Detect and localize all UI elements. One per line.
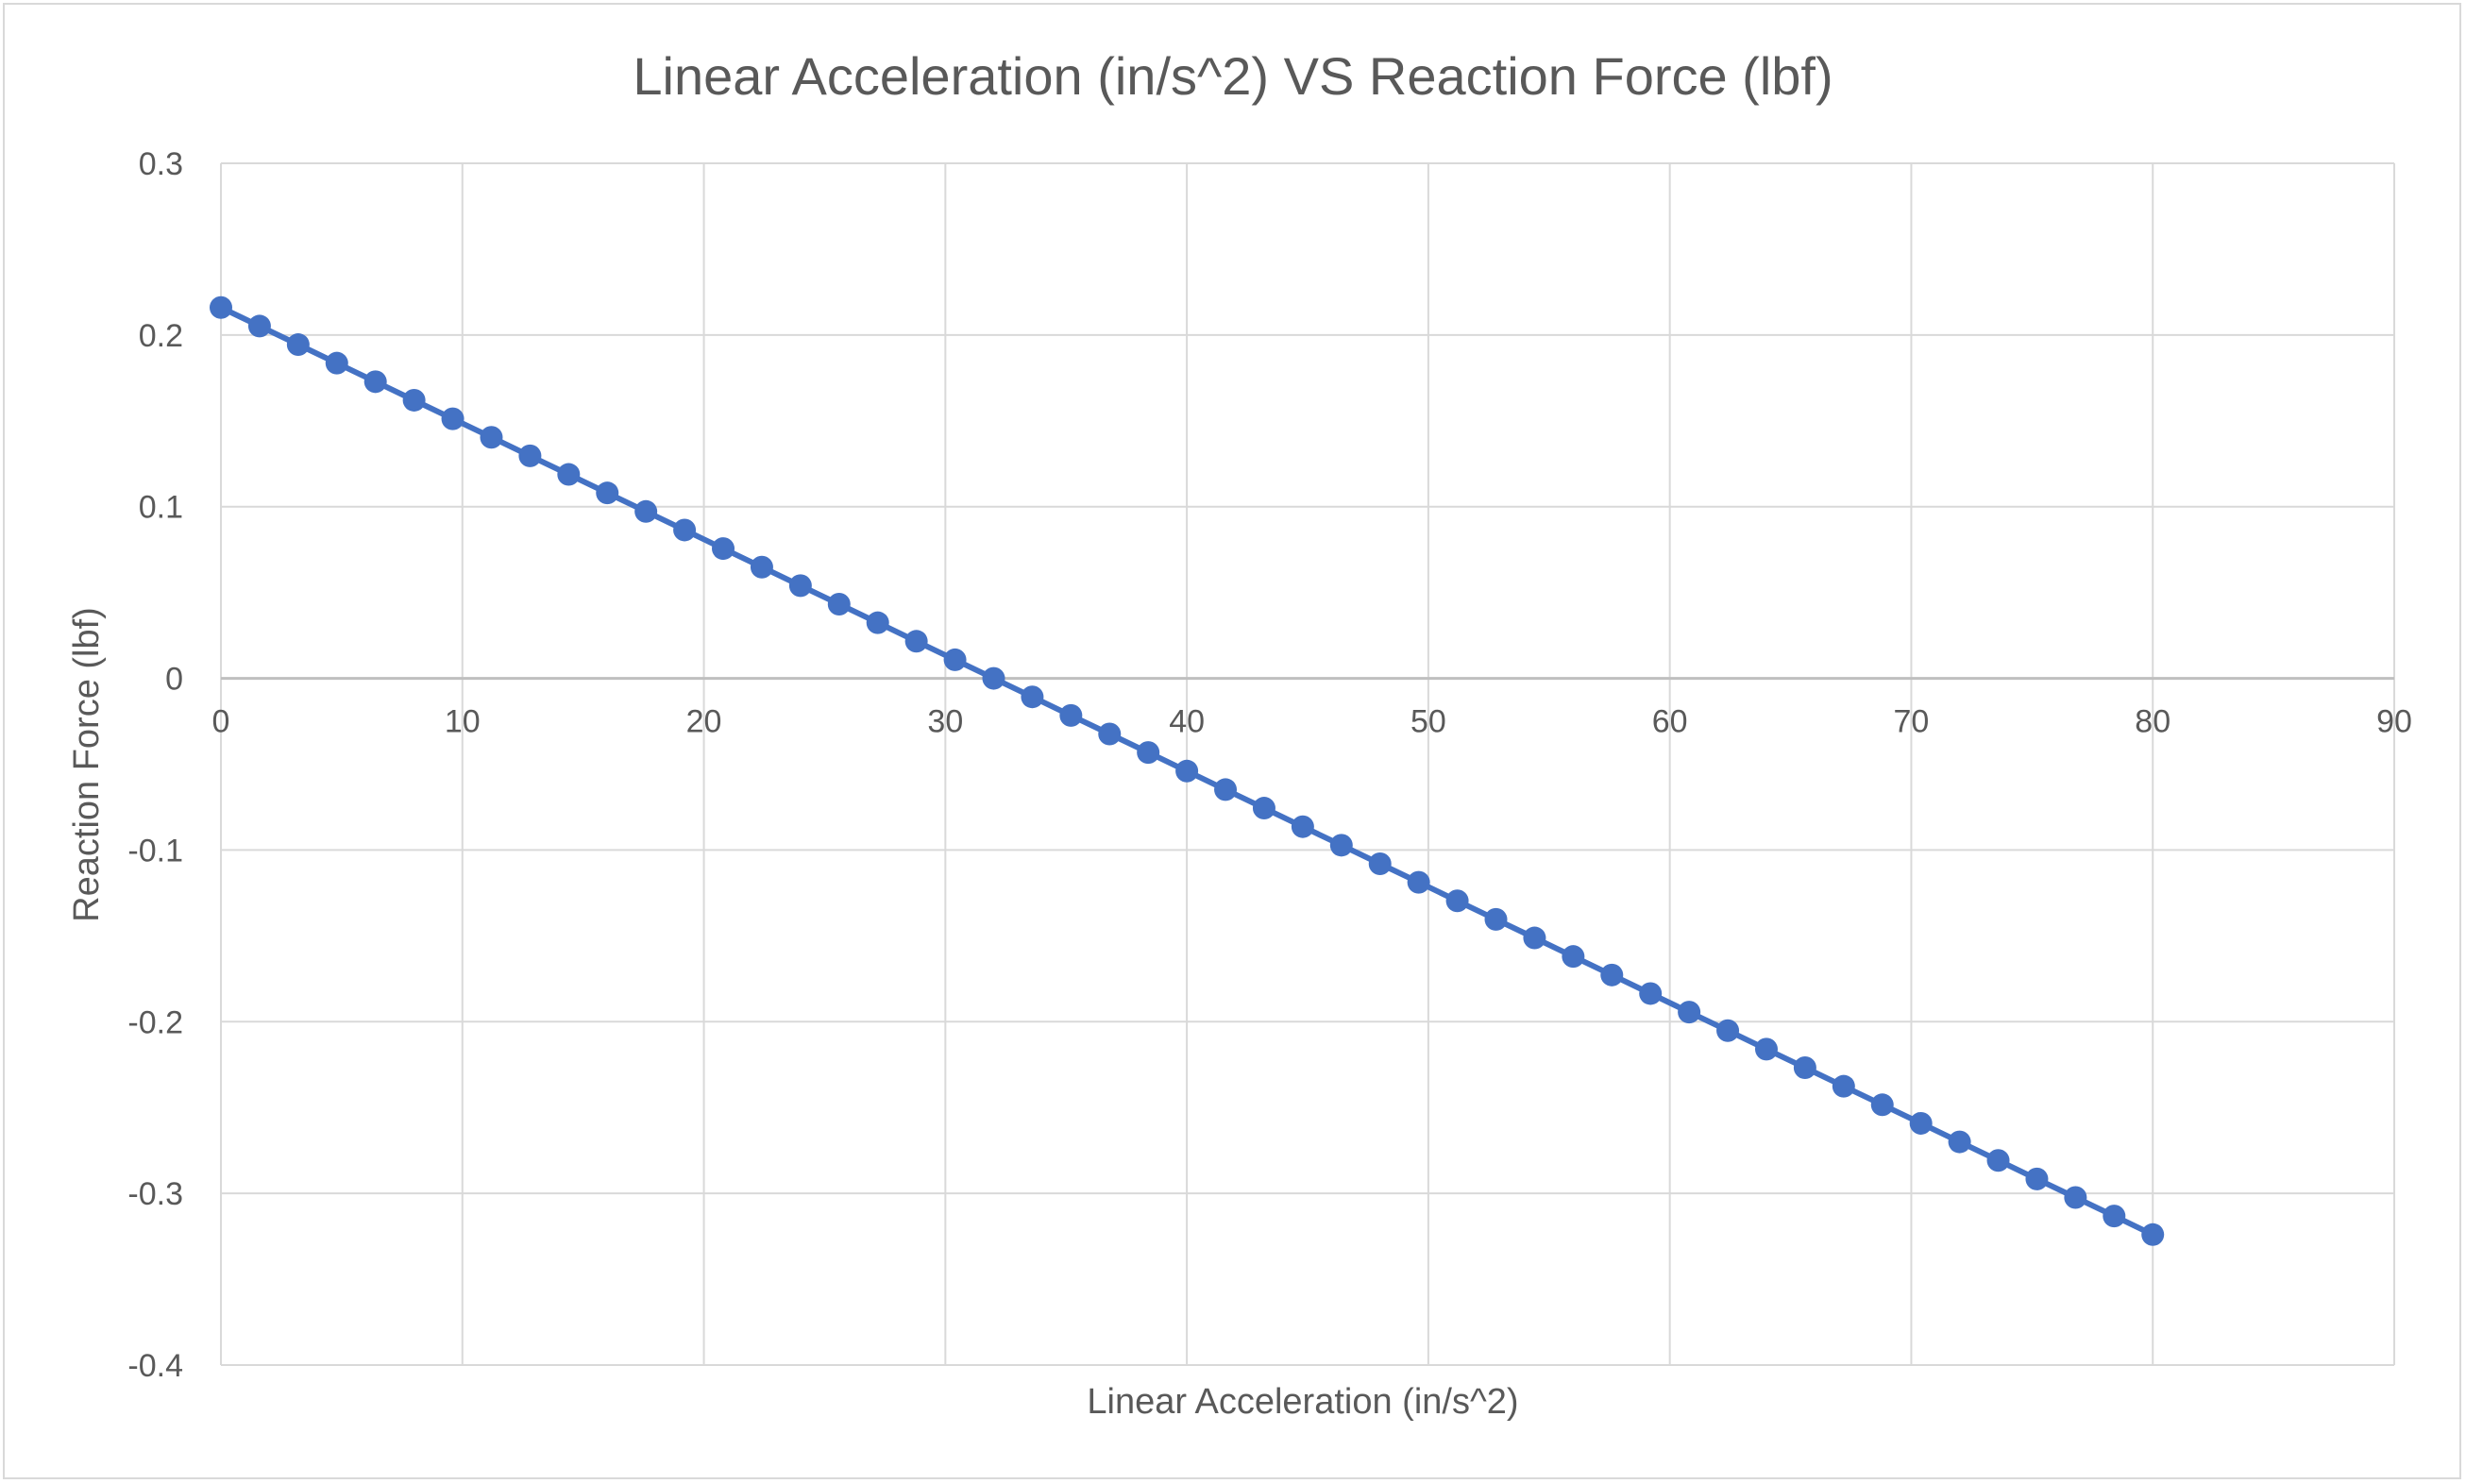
chart-frame	[3, 3, 2461, 1479]
data-point	[1407, 870, 1430, 894]
data-point	[1252, 797, 1275, 820]
y-tick-label: 0.1	[139, 490, 183, 526]
data-point	[402, 388, 426, 412]
data-point	[1368, 852, 1392, 875]
data-point	[1214, 778, 1238, 801]
data-point	[1754, 1037, 1778, 1061]
data-point	[441, 407, 464, 430]
data-point	[943, 648, 967, 671]
x-axis-ticks: 0 10 20 30 40 50 60 70 80 90	[212, 704, 2412, 740]
data-point	[1639, 982, 1663, 1005]
grid	[220, 162, 2395, 1366]
data-point	[480, 426, 503, 449]
data-point	[1716, 1019, 1740, 1042]
x-axis-title: Linear Acceleration (in/s^2)	[1087, 1382, 1518, 1422]
data-point	[2025, 1167, 2049, 1190]
y-tick-label: -0.4	[127, 1348, 183, 1384]
data-point	[286, 333, 310, 357]
data-point	[557, 463, 581, 486]
data-point	[1098, 722, 1122, 746]
x-tick-label: 30	[927, 704, 963, 740]
y-tick-label: 0.3	[139, 146, 183, 182]
data-point	[1948, 1130, 1971, 1154]
data-point	[1329, 834, 1353, 857]
data-point	[712, 537, 735, 561]
data-point	[1175, 759, 1199, 783]
data-point	[1484, 907, 1508, 931]
data-point	[1678, 1001, 1701, 1024]
x-tick-label: 50	[1410, 704, 1446, 740]
data-point	[1832, 1074, 1855, 1098]
y-axis-title: Reaction Force (lbf)	[67, 607, 107, 922]
data-point	[750, 555, 773, 579]
data-point	[2103, 1205, 2126, 1228]
data-point	[518, 444, 542, 467]
data-point	[1909, 1111, 1933, 1135]
data-point	[2064, 1186, 2087, 1209]
data-point	[1445, 889, 1469, 913]
x-tick-label: 80	[2135, 704, 2170, 740]
y-axis-ticks: 0.3 0.2 0.1 0 -0.1 -0.2 -0.3 -0.4	[127, 146, 183, 1384]
data-point	[363, 370, 387, 394]
data-point	[634, 499, 658, 523]
x-tick-label: 10	[445, 704, 481, 740]
y-tick-label: -0.2	[127, 1004, 183, 1040]
data-point	[673, 518, 697, 542]
data-point	[788, 574, 812, 598]
data-point	[2141, 1223, 2165, 1246]
chart-title: Linear Acceleration (in/s^2) VS Reaction…	[633, 46, 1833, 106]
data-point	[904, 630, 928, 653]
y-tick-label: 0	[165, 662, 183, 698]
y-tick-label: -0.3	[127, 1176, 183, 1212]
data-point	[1137, 741, 1160, 765]
x-tick-label: 60	[1652, 704, 1688, 740]
data-point	[1870, 1093, 1894, 1117]
y-tick-label: 0.2	[139, 318, 183, 354]
data-point	[827, 593, 851, 616]
x-tick-label: 70	[1894, 704, 1930, 740]
data-point	[247, 314, 271, 338]
data-point	[1021, 685, 1044, 709]
x-tick-label: 0	[212, 704, 230, 740]
data-point	[325, 351, 348, 375]
data-point	[982, 666, 1005, 690]
x-tick-label: 20	[686, 704, 722, 740]
data-points	[210, 295, 2165, 1246]
data-point	[1523, 926, 1546, 950]
data-point	[1986, 1149, 2010, 1172]
data-point	[596, 481, 619, 505]
data-point	[1793, 1056, 1816, 1080]
x-tick-label: 40	[1169, 704, 1205, 740]
data-point	[1600, 963, 1624, 987]
x-tick-label: 90	[2376, 704, 2412, 740]
data-point	[866, 611, 889, 634]
data-point	[1059, 703, 1083, 727]
data-point	[210, 295, 232, 319]
y-tick-label: -0.1	[127, 833, 183, 868]
data-point	[1291, 815, 1314, 838]
data-point	[1562, 945, 1585, 969]
